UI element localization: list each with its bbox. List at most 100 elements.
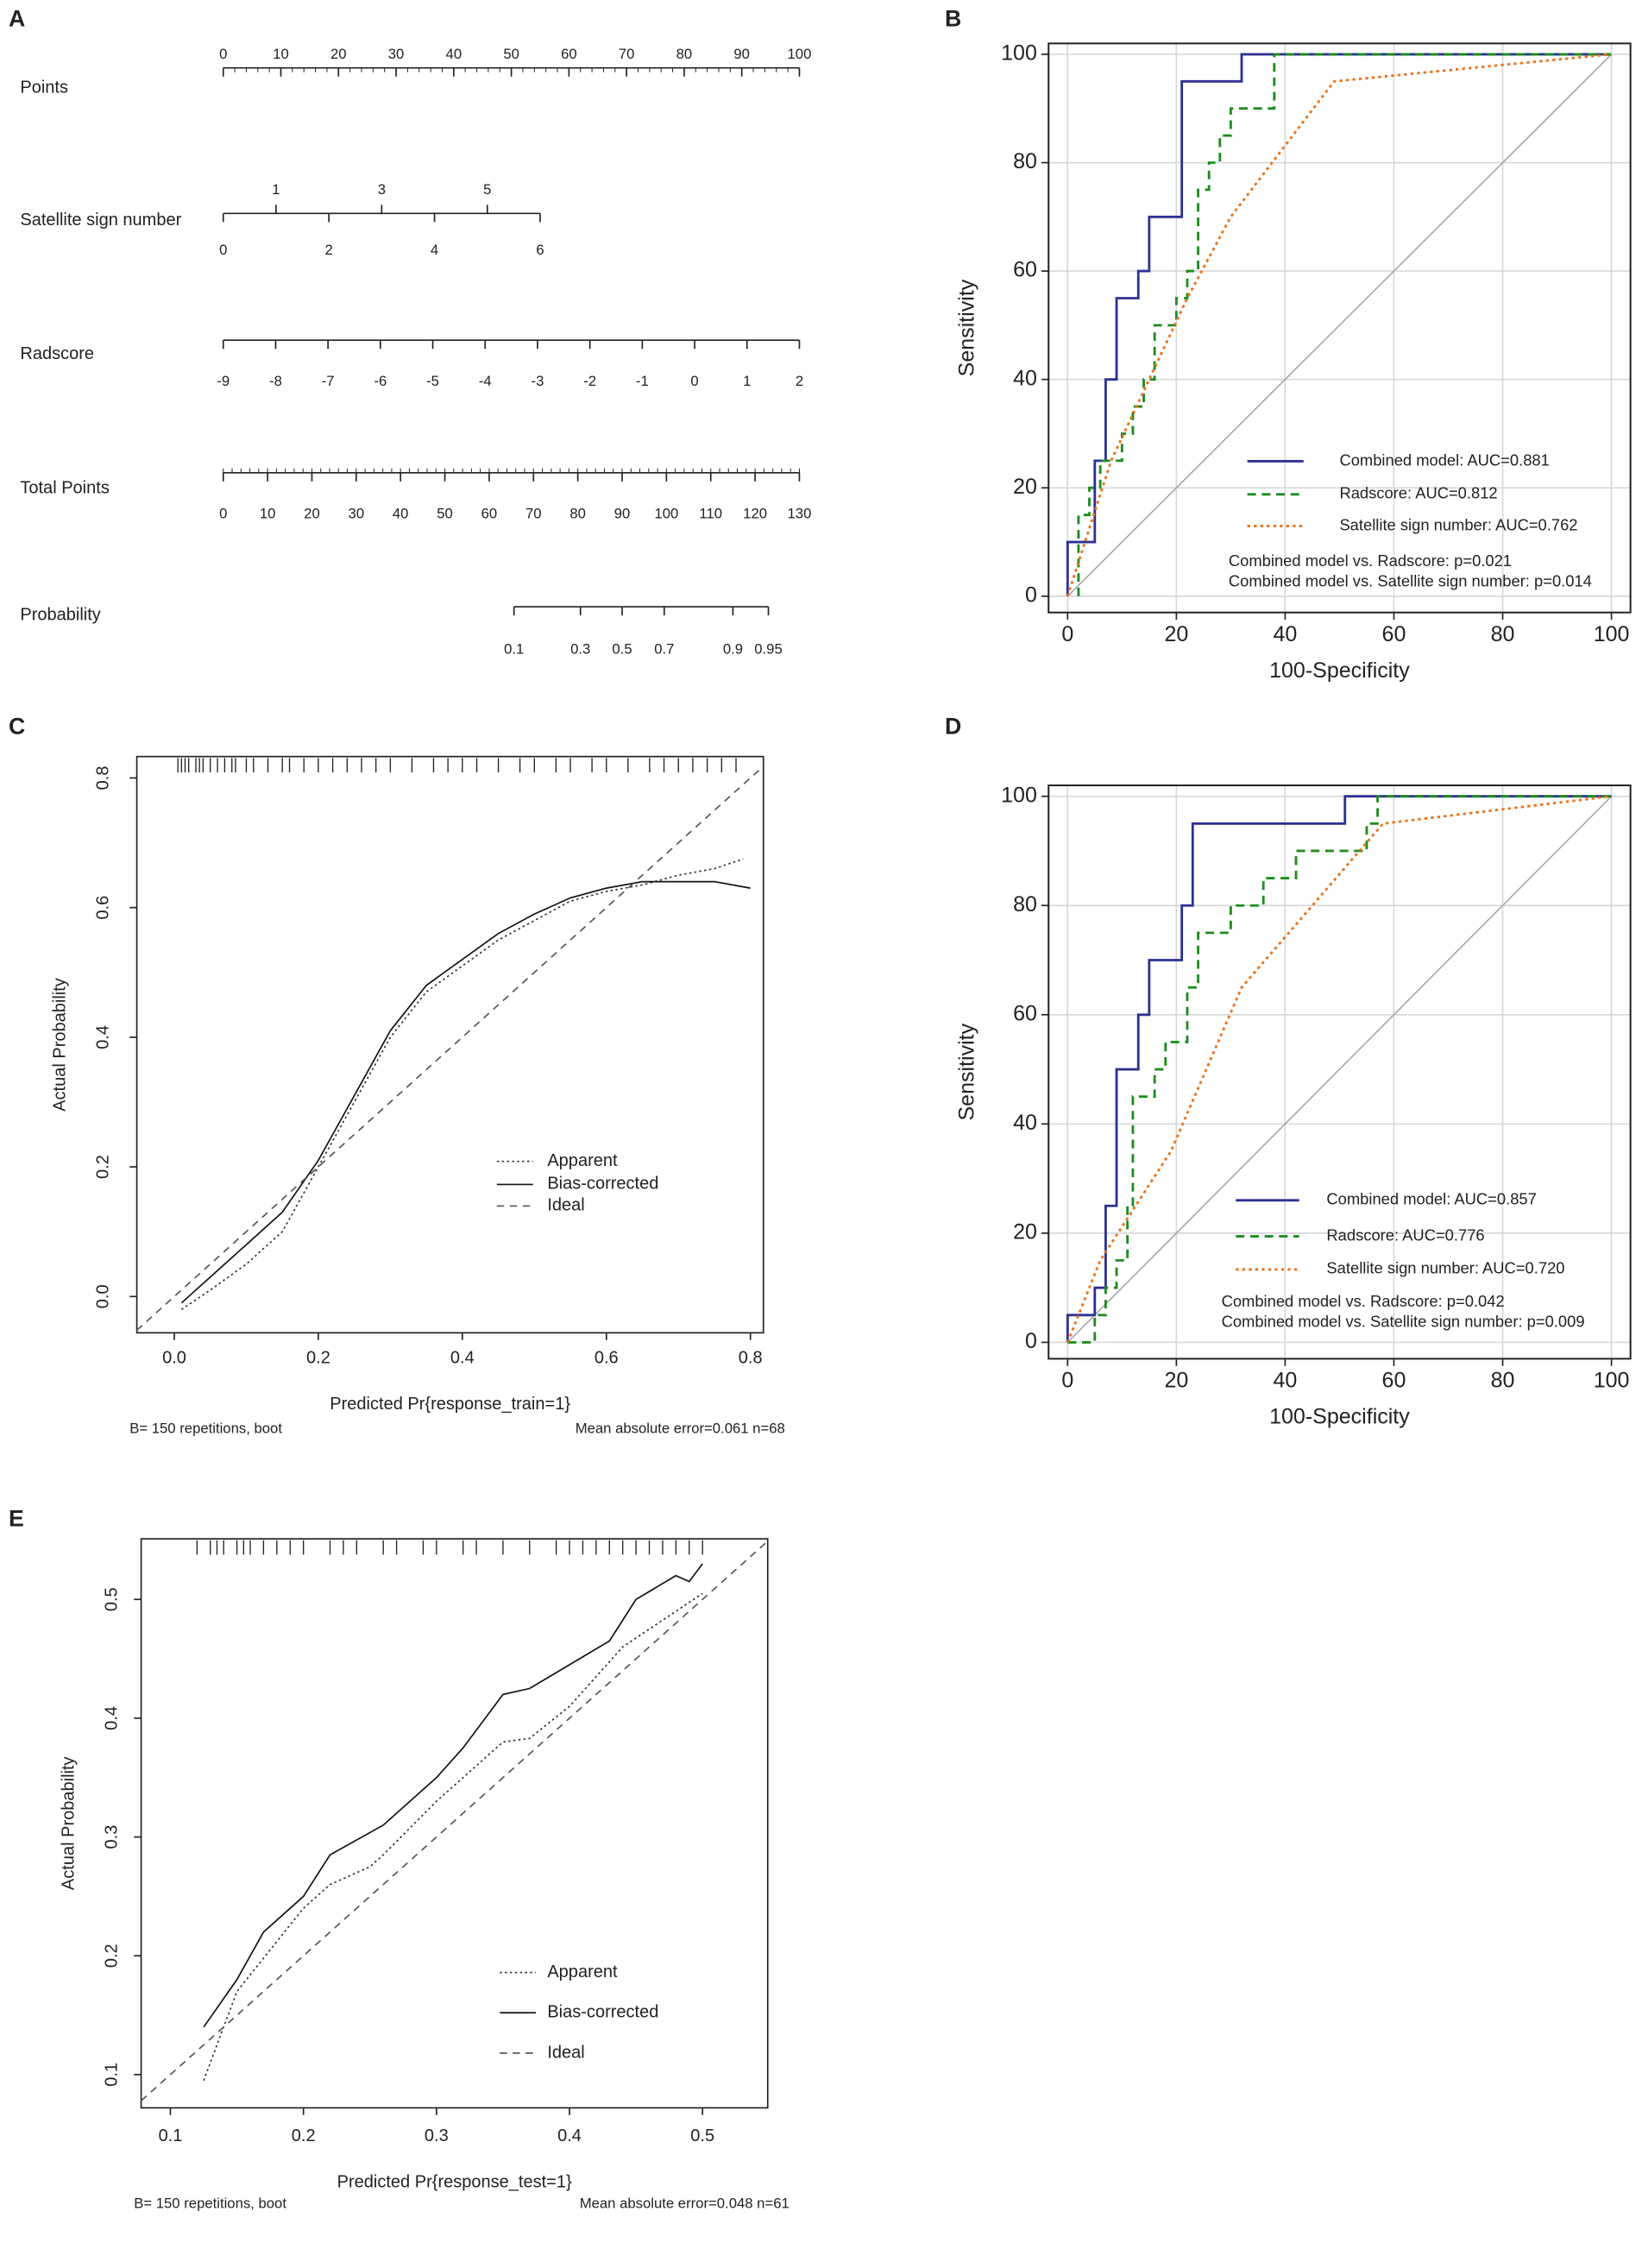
- y-tick-label: 0.4: [103, 1706, 122, 1730]
- tick-label: 20: [330, 46, 347, 62]
- x-tick-label: 0.2: [292, 2126, 316, 2145]
- tick-label: 80: [676, 46, 693, 62]
- y-tick-label: 60: [1013, 258, 1037, 282]
- x-tick-label: 0: [1061, 1369, 1073, 1393]
- y-tick-label: 40: [1013, 1111, 1037, 1135]
- y-tick-label: 60: [1013, 1001, 1037, 1025]
- legend-label: Satellite sign number: AUC=0.762: [1339, 515, 1577, 533]
- y-tick-label: 0: [1025, 1329, 1037, 1353]
- x-tick-label: 100: [1594, 1369, 1630, 1393]
- plot-frame: [140, 1538, 769, 2109]
- y-axis-label: Actual Probability: [50, 978, 69, 1112]
- tick-label: -3: [532, 373, 544, 389]
- x-tick-label: 100: [1594, 622, 1630, 646]
- series-line: [1077, 53, 1612, 596]
- series-line: [1067, 795, 1612, 1344]
- series-line: [1066, 795, 1612, 1343]
- row-name: Satellite sign number: [20, 211, 181, 230]
- footer-right: Mean absolute error=0.061 n=68: [576, 1421, 785, 1437]
- tick-label: -6: [374, 373, 387, 389]
- x-tick-label: 0.3: [425, 2126, 449, 2145]
- x-tick-label: 0.4: [450, 1349, 475, 1368]
- tick-label: 2: [325, 242, 333, 258]
- y-tick-label: 0.4: [93, 1025, 112, 1049]
- tick-label: 1: [272, 181, 280, 198]
- panel-label: A: [9, 6, 25, 32]
- tick-label: 90: [733, 46, 750, 62]
- series-line: [180, 858, 744, 1311]
- y-axis-label: Actual Probability: [59, 1756, 78, 1890]
- legend-label: Apparent: [547, 1962, 618, 1981]
- legend-label: Ideal: [547, 1196, 584, 1215]
- footer-right: Mean absolute error=0.048 n=61: [580, 2196, 790, 2212]
- footer-left: B= 150 repetitions, boot: [134, 2196, 286, 2212]
- legend-label: Radscore: AUC=0.812: [1339, 484, 1497, 502]
- y-tick-label: 40: [1013, 366, 1037, 390]
- series-line: [203, 1592, 703, 2082]
- tick-label: 130: [788, 506, 812, 522]
- tick-label: 1: [743, 373, 751, 389]
- y-tick-label: 100: [1001, 41, 1037, 66]
- tick-label: 0.7: [654, 641, 674, 658]
- tick-label: 0: [690, 373, 698, 389]
- plot-frame: [135, 755, 764, 1334]
- tick-label: 3: [378, 181, 386, 198]
- x-tick-label: 0.5: [690, 2126, 714, 2145]
- series-line: [203, 1563, 703, 2028]
- tick-label: 50: [437, 506, 453, 522]
- y-tick-label: 80: [1013, 149, 1037, 173]
- tick-label: 40: [393, 506, 409, 522]
- tick-label: 60: [561, 46, 577, 62]
- tick-label: 100: [654, 506, 678, 522]
- panel-label: B: [945, 6, 961, 32]
- tick-label: 70: [619, 46, 635, 62]
- x-axis-label: Predicted Pr{response_train=1}: [330, 1395, 570, 1414]
- x-tick-label: 40: [1274, 622, 1298, 646]
- y-tick-label: 0.0: [93, 1284, 112, 1308]
- row-name: Points: [20, 78, 68, 97]
- y-tick-label: 0.3: [103, 1825, 122, 1849]
- series-line: [136, 765, 764, 1331]
- x-tick-label: 20: [1164, 1369, 1188, 1393]
- y-tick-label: 0.2: [103, 1944, 122, 1968]
- tick-label: 0.5: [612, 641, 632, 658]
- y-axis-label: Sensitivity: [954, 1023, 978, 1120]
- annotation: Combined model vs. Satellite sign number…: [1222, 1313, 1585, 1331]
- legend-label: Bias-corrected: [547, 2003, 658, 2022]
- tick-label: 5: [483, 181, 491, 198]
- x-tick-label: 80: [1491, 1369, 1515, 1393]
- tick-label: 10: [260, 506, 276, 522]
- x-tick-label: 60: [1382, 622, 1406, 646]
- x-tick-label: 20: [1164, 622, 1188, 646]
- reference-line: [1066, 54, 1613, 597]
- series-line: [141, 1540, 769, 2101]
- legend-label: Combined model: AUC=0.881: [1339, 450, 1549, 469]
- y-tick-label: 80: [1013, 892, 1037, 917]
- x-tick-label: 0.4: [557, 2126, 582, 2145]
- tick-label: 0: [219, 506, 227, 522]
- y-axis-label: Sensitivity: [954, 279, 978, 376]
- tick-label: -4: [479, 373, 492, 389]
- tick-label: -9: [217, 373, 230, 389]
- row-name: Radscore: [20, 344, 94, 363]
- plot-frame: [1047, 42, 1632, 614]
- tick-label: -2: [583, 373, 596, 389]
- series-line: [180, 880, 751, 1304]
- annotation: Combined model vs. Satellite sign number…: [1229, 572, 1592, 590]
- series-line: [1066, 795, 1612, 1343]
- tick-label: 6: [536, 242, 544, 258]
- tick-label: 110: [699, 506, 722, 522]
- tick-label: 0.9: [723, 641, 743, 658]
- x-tick-label: 0: [1061, 622, 1073, 646]
- panel-label: D: [945, 713, 961, 739]
- footer-left: B= 150 repetitions, boot: [129, 1421, 282, 1437]
- y-tick-label: 0.1: [103, 2063, 122, 2087]
- x-tick-label: 40: [1274, 1369, 1298, 1393]
- reference-line: [1066, 796, 1613, 1344]
- annotation: Combined model vs. Radscore: p=0.042: [1222, 1292, 1505, 1310]
- legend-label: Satellite sign number: AUC=0.720: [1326, 1259, 1564, 1277]
- panel-label: E: [9, 1505, 24, 1531]
- y-tick-label: 0.5: [103, 1587, 122, 1611]
- y-tick-label: 20: [1013, 475, 1037, 499]
- legend-label: Radscore: AUC=0.776: [1326, 1225, 1484, 1244]
